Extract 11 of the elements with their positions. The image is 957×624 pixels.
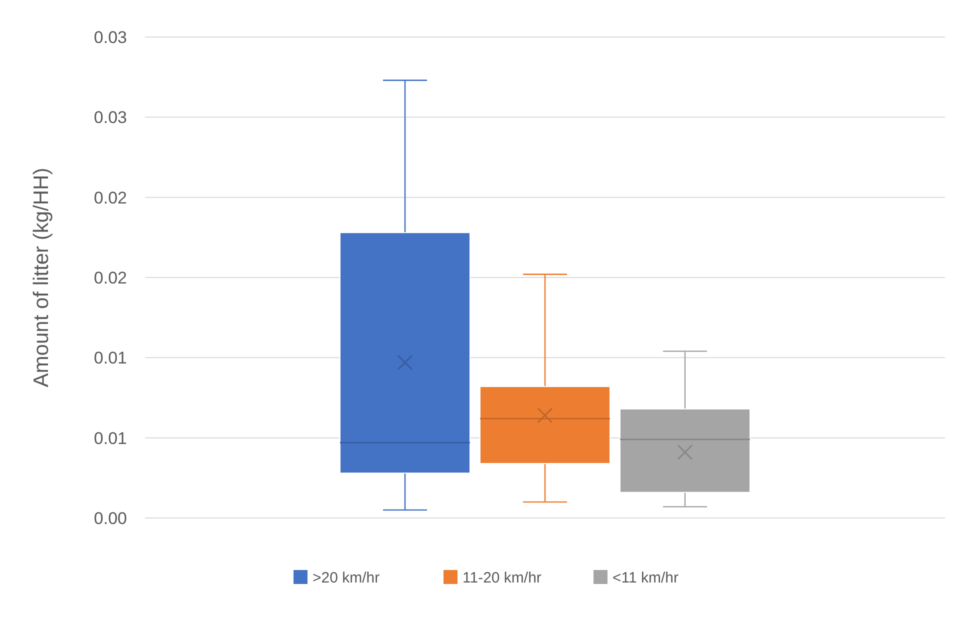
y-tick-label: 0.02	[94, 268, 127, 288]
y-tick-label: 0.00	[94, 508, 127, 528]
y-tick-label: 0.03	[94, 28, 127, 47]
y-tick-label: 0.01	[94, 348, 127, 368]
legend-label: >20 km/hr	[312, 569, 380, 586]
y-axis-title: Amount of litter (kg/HH)	[30, 168, 53, 388]
y-tick-label: 0.02	[94, 188, 127, 208]
y-tick-label: 0.01	[94, 428, 127, 448]
legend-label: 11-20 km/hr	[462, 569, 542, 586]
y-tick-label: 0.03	[94, 108, 127, 128]
legend-label: <11 km/hr	[612, 569, 679, 586]
